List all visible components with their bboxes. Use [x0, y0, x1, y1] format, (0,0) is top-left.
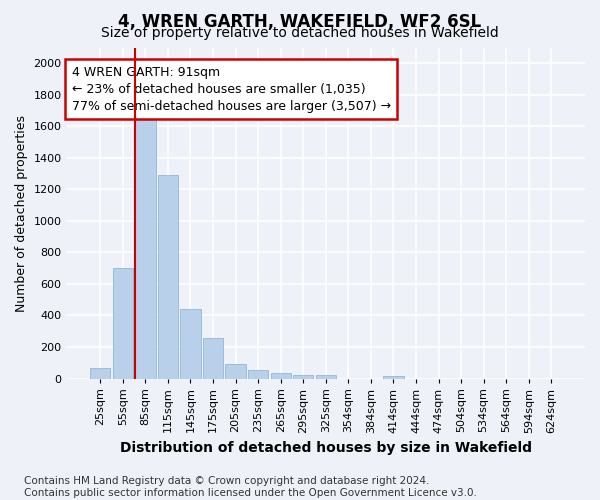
Bar [383, 376, 404, 378]
Bar [271, 373, 291, 378]
Y-axis label: Number of detached properties: Number of detached properties [15, 114, 28, 312]
Text: 4, WREN GARTH, WAKEFIELD, WF2 6SL: 4, WREN GARTH, WAKEFIELD, WF2 6SL [118, 12, 482, 30]
X-axis label: Distribution of detached houses by size in Wakefield: Distribution of detached houses by size … [120, 441, 532, 455]
Bar [203, 338, 223, 378]
Text: Size of property relative to detached houses in Wakefield: Size of property relative to detached ho… [101, 26, 499, 40]
Bar [248, 370, 268, 378]
Bar [135, 120, 155, 378]
Bar [90, 368, 110, 378]
Text: Contains HM Land Registry data © Crown copyright and database right 2024.
Contai: Contains HM Land Registry data © Crown c… [24, 476, 477, 498]
Bar [113, 268, 133, 378]
Bar [158, 175, 178, 378]
Bar [316, 374, 336, 378]
Bar [181, 309, 200, 378]
Text: 4 WREN GARTH: 91sqm
← 23% of detached houses are smaller (1,035)
77% of semi-det: 4 WREN GARTH: 91sqm ← 23% of detached ho… [72, 66, 391, 112]
Bar [293, 375, 313, 378]
Bar [226, 364, 246, 378]
